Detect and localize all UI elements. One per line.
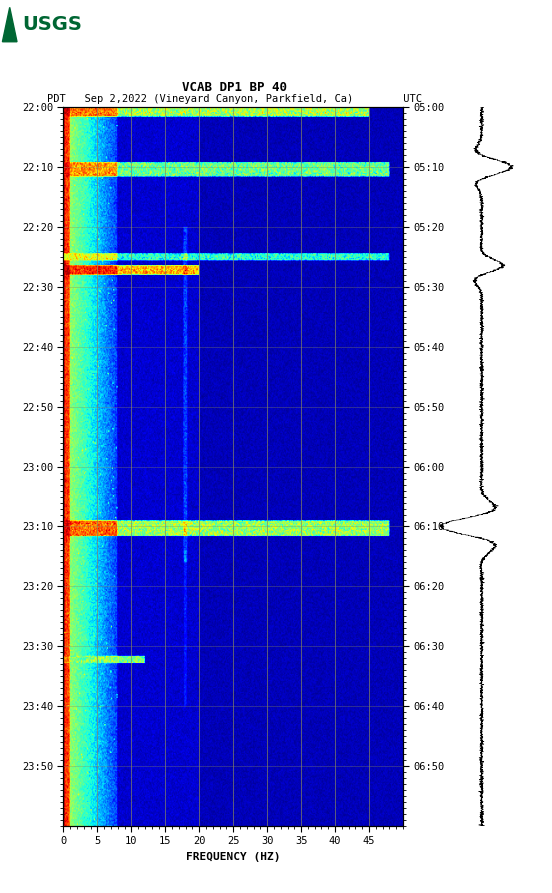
- Polygon shape: [2, 7, 17, 42]
- Text: VCAB DP1 BP 40: VCAB DP1 BP 40: [182, 80, 287, 94]
- X-axis label: FREQUENCY (HZ): FREQUENCY (HZ): [186, 852, 280, 862]
- Text: PDT   Sep 2,2022 (Vineyard Canyon, Parkfield, Ca)        UTC: PDT Sep 2,2022 (Vineyard Canyon, Parkfie…: [47, 95, 422, 104]
- Text: USGS: USGS: [22, 15, 82, 34]
